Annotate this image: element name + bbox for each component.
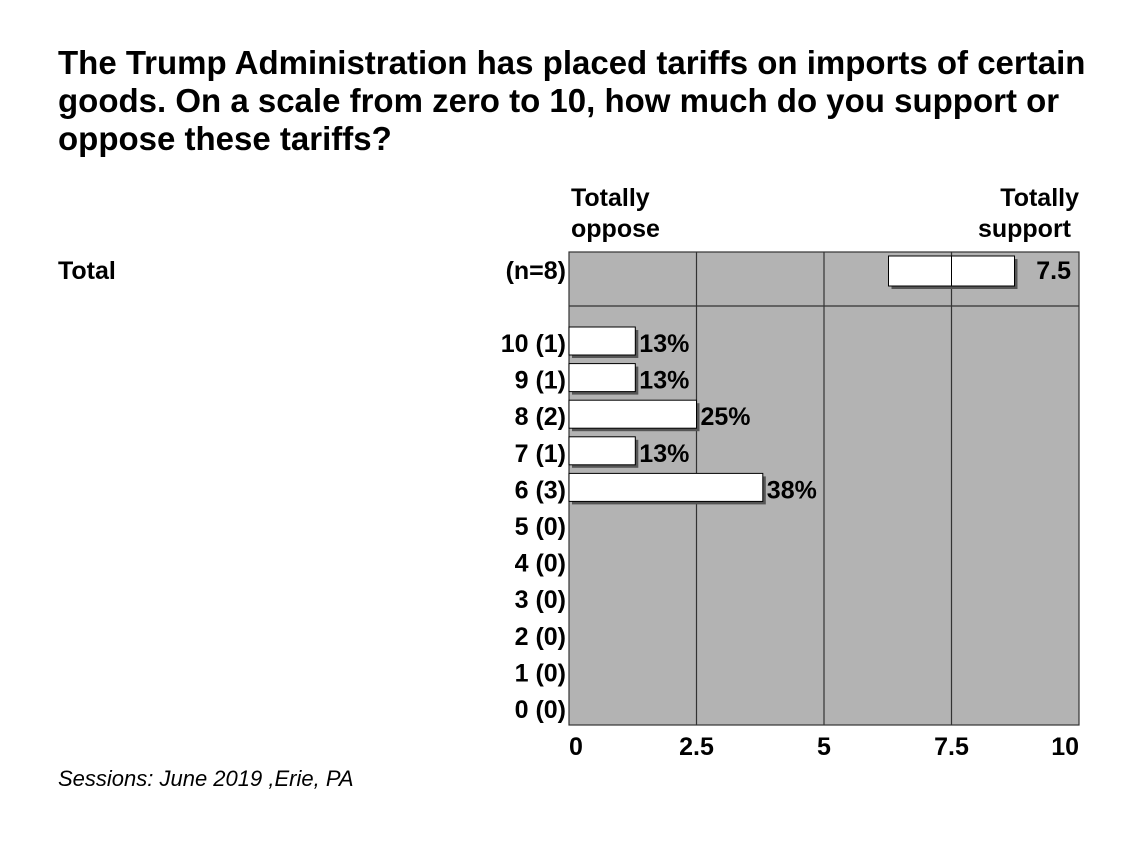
scale-header: Totally oppose Totally support: [571, 184, 1079, 243]
bar-1: [568, 363, 636, 393]
bar-0: [568, 326, 636, 356]
x-tick-label-4: 10: [1051, 733, 1079, 760]
row-label-3: 7 (1): [515, 440, 566, 468]
question-title: The Trump Administration has placed tari…: [58, 44, 1086, 157]
bar-value-label-2: 25%: [701, 403, 751, 431]
bar-3: [568, 436, 636, 466]
row-labels: 10 (1) 9 (1) 8 (2) 7 (1) 6 (3) 5 (0) 4 (0) 3 (0…: [501, 330, 566, 724]
x-axis-ticks: 0 2.5 5 7.5 10: [569, 733, 1079, 760]
bar-2: [568, 399, 697, 429]
bar-value-label-3: 13%: [639, 440, 689, 468]
scale-right-label-1: support: [978, 215, 1072, 243]
row-label-6: 4 (0): [515, 550, 566, 578]
mean-value-label: 7.5: [1036, 257, 1071, 285]
row-label-8: 2 (0): [515, 623, 566, 651]
x-tick-label-3: 7.5: [934, 733, 969, 760]
row-label-10: 0 (0): [515, 696, 566, 724]
sample-size-label: (n=8): [506, 257, 566, 285]
row-label-1: 9 (1): [515, 367, 566, 395]
row-label-0: 10 (1): [501, 330, 566, 358]
mean-marker-box-1: [951, 255, 1015, 287]
row-label-2: 8 (2): [515, 403, 566, 431]
mean-marker-box-0: [888, 255, 952, 287]
summary-row: Total (n=8) 7.5: [58, 255, 1071, 289]
bar-value-label-4: 38%: [767, 476, 817, 504]
row-label-5: 5 (0): [515, 513, 566, 541]
scale-right-label-0: Totally: [1000, 184, 1079, 212]
row-label-4: 6 (3): [515, 476, 566, 504]
scale-left-label-1: oppose: [571, 215, 660, 243]
bar-4: [568, 472, 764, 502]
row-label-7: 3 (0): [515, 586, 566, 614]
x-tick-label-0: 0: [569, 733, 583, 760]
distribution-bars: 13% 13% 25% 13% 38%: [568, 326, 817, 505]
x-tick-label-2: 5: [817, 733, 831, 760]
group-label: Total: [58, 257, 116, 285]
row-label-9: 1 (0): [515, 659, 566, 687]
tariff-support-chart: Totally oppose Totally support Total (n=8) 7.…: [58, 184, 1080, 760]
bar-value-label-1: 13%: [639, 367, 689, 395]
bar-value-label-0: 13%: [639, 330, 689, 358]
scale-left-label-0: Totally: [571, 184, 650, 212]
x-tick-label-1: 2.5: [679, 733, 714, 760]
footnote: Sessions: June 2019 ,Erie, PA: [58, 766, 354, 791]
